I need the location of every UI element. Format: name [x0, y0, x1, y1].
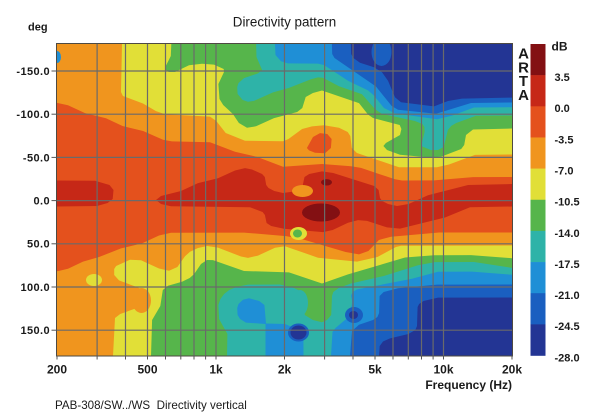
svg-text:Frequency (Hz): Frequency (Hz)	[425, 378, 512, 392]
svg-text:-50.0: -50.0	[23, 152, 50, 164]
svg-text:-10.5: -10.5	[555, 197, 580, 209]
svg-text:A: A	[518, 87, 529, 104]
svg-text:A: A	[518, 46, 529, 63]
svg-text:Directivity pattern: Directivity pattern	[233, 15, 336, 30]
svg-text:-14.0: -14.0	[555, 228, 580, 240]
svg-text:1k: 1k	[209, 363, 223, 377]
svg-text:2k: 2k	[278, 363, 292, 377]
svg-text:20k: 20k	[502, 363, 522, 377]
svg-text:dB: dB	[552, 40, 568, 54]
svg-text:3.5: 3.5	[555, 72, 570, 84]
svg-text:5k: 5k	[368, 363, 382, 377]
svg-text:deg: deg	[28, 22, 48, 34]
svg-text:0.0: 0.0	[555, 103, 570, 115]
svg-text:-100.0: -100.0	[16, 109, 50, 121]
svg-text:0.0: 0.0	[34, 195, 51, 207]
svg-text:-7.0: -7.0	[555, 165, 574, 177]
svg-text:-21.0: -21.0	[555, 290, 580, 302]
svg-text:PAB-308/SW../WS Directivity v: PAB-308/SW../WS Directivity vertical	[55, 399, 247, 412]
svg-text:-150.0: -150.0	[16, 66, 50, 78]
svg-text:-24.5: -24.5	[555, 321, 580, 333]
svg-text:200: 200	[47, 363, 67, 377]
svg-text:10k: 10k	[433, 363, 453, 377]
svg-text:-28.0: -28.0	[555, 352, 580, 364]
svg-text:500: 500	[137, 363, 157, 377]
svg-text:R: R	[518, 60, 529, 77]
svg-text:50.0: 50.0	[27, 239, 50, 251]
svg-text:100.0: 100.0	[20, 282, 50, 294]
svg-text:-3.5: -3.5	[555, 134, 574, 146]
svg-text:-17.5: -17.5	[555, 259, 580, 271]
svg-text:150.0: 150.0	[20, 325, 50, 337]
svg-text:T: T	[519, 73, 528, 90]
